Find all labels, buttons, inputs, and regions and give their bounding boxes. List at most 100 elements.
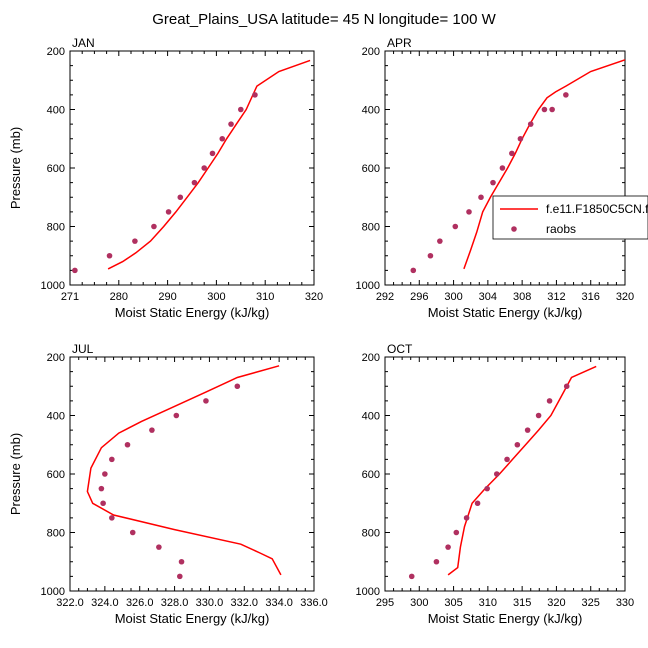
- x-axis-label: Moist Static Energy (kJ/kg): [115, 611, 270, 626]
- panel-label: JUL: [72, 342, 94, 356]
- x-tick-label: 292: [376, 291, 394, 303]
- raobs-point: [549, 106, 555, 113]
- raobs-point: [252, 92, 258, 98]
- y-tick-label: 1000: [356, 586, 380, 598]
- raobs-point: [437, 238, 443, 244]
- legend-model-label: f.e11.F1850C5CN.f0: [546, 202, 648, 216]
- series-group: [72, 59, 311, 274]
- legend-obs-label: raobs: [546, 222, 576, 236]
- model-line: [107, 59, 311, 270]
- y-tick-label: 200: [47, 46, 65, 58]
- model-line: [447, 365, 597, 576]
- x-tick-label: 300: [444, 291, 462, 303]
- series-group: [86, 365, 282, 580]
- raobs-point: [452, 223, 459, 230]
- panel-apr: 292 296 300 304 308 312 316 320 200 400 600 800 1000…: [356, 36, 635, 320]
- x-tick-label: 336.0: [300, 597, 328, 609]
- raobs-point: [517, 135, 524, 142]
- x-tick-label: 310: [479, 597, 497, 609]
- y-tick-label: 800: [362, 222, 380, 234]
- y-tick-label: 1000: [356, 280, 380, 292]
- raobs-point: [546, 398, 553, 404]
- raobs-point: [524, 427, 531, 433]
- y-tick-label: 400: [47, 411, 65, 423]
- x-tick-label: 320: [305, 291, 323, 303]
- raobs-point: [177, 573, 183, 580]
- y-tick-label: 800: [47, 528, 65, 540]
- figure-title: Great_Plains_USA latitude= 45 N longitud…: [152, 11, 496, 28]
- raobs-point: [234, 383, 241, 390]
- raobs-point: [499, 165, 506, 171]
- x-tick-label: 320: [547, 597, 565, 609]
- x-tick-label: 328.0: [161, 597, 189, 609]
- raobs-point: [209, 150, 216, 157]
- raobs-point: [445, 544, 451, 550]
- y-tick-label: 1000: [41, 280, 65, 292]
- raobs-point: [129, 529, 136, 536]
- raobs-point: [149, 427, 155, 433]
- raobs-point: [474, 500, 481, 507]
- y-tick-label: 800: [47, 222, 65, 234]
- raobs-point: [427, 252, 434, 259]
- raobs-point: [238, 106, 244, 113]
- y-tick-label: 200: [362, 352, 380, 364]
- panel-oct: 295 300 305 310 315 320 325 330 200 400 600 800 1000…: [356, 342, 635, 626]
- y-tick-label: 1000: [41, 586, 65, 598]
- raobs-point: [124, 441, 131, 448]
- raobs-point: [478, 194, 484, 201]
- raobs-point: [228, 121, 234, 127]
- y-axis-label: Pressure (mb): [8, 433, 23, 515]
- raobs-point: [433, 558, 440, 565]
- raobs-point: [509, 150, 515, 157]
- x-tick-label: 316: [582, 291, 600, 303]
- x-tick-label: 295: [376, 597, 394, 609]
- raobs-point: [102, 471, 108, 477]
- x-tick-label: 296: [410, 291, 428, 303]
- raobs-point: [493, 471, 500, 477]
- panel-label: APR: [387, 36, 412, 50]
- x-tick-label: 280: [110, 291, 128, 303]
- y-tick-label: 600: [362, 163, 380, 175]
- plot-frame: [69, 50, 315, 286]
- series-group: [408, 365, 597, 580]
- y-tick-label: 600: [47, 163, 65, 175]
- y-tick-label: 400: [362, 411, 380, 423]
- raobs-point: [72, 267, 78, 274]
- x-tick-label: 324.0: [91, 597, 119, 609]
- x-tick-label: 322.0: [56, 597, 84, 609]
- panel-jan: 271 280 290 300 310 320 200 400 600 800 1000 Moist …: [8, 36, 323, 320]
- model-line: [463, 59, 625, 270]
- raobs-point: [109, 515, 115, 521]
- panels: 271 280 290 300 310 320 200 400 600 800 1000 Moist …: [8, 36, 634, 626]
- x-tick-label: 271: [61, 291, 79, 303]
- raobs-point: [541, 106, 548, 113]
- plot-frame: [384, 356, 626, 592]
- x-tick-label: 332.0: [231, 597, 259, 609]
- raobs-point: [151, 223, 157, 230]
- y-tick-label: 200: [47, 352, 65, 364]
- raobs-point: [514, 441, 521, 448]
- raobs-point: [201, 165, 207, 171]
- y-tick-label: 800: [362, 528, 380, 540]
- model-line: [86, 365, 282, 576]
- raobs-point: [132, 238, 138, 244]
- legend-box: [492, 195, 648, 240]
- raobs-point: [453, 529, 460, 536]
- x-tick-label: 325: [582, 597, 600, 609]
- x-tick-label: 290: [158, 291, 176, 303]
- x-tick-label: 330: [616, 597, 634, 609]
- y-tick-label: 400: [362, 105, 380, 117]
- panel-label: JAN: [72, 36, 95, 50]
- x-axis-label: Moist Static Energy (kJ/kg): [115, 305, 270, 320]
- raobs-point: [535, 412, 542, 419]
- y-axis-label: Pressure (mb): [8, 127, 23, 209]
- raobs-point: [191, 179, 198, 186]
- series-group: [410, 59, 625, 274]
- x-tick-label: 308: [513, 291, 531, 303]
- raobs-point: [178, 558, 185, 565]
- raobs-point: [100, 500, 106, 507]
- x-tick-label: 334.0: [265, 597, 293, 609]
- x-tick-label: 305: [444, 597, 462, 609]
- y-tick-label: 600: [47, 469, 65, 481]
